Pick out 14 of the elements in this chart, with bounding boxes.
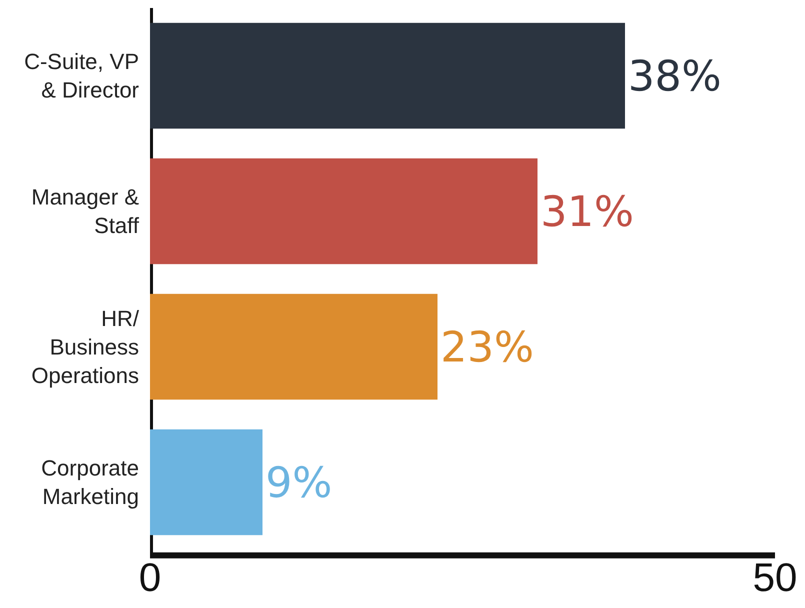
data-label: 23% bbox=[440, 322, 534, 372]
y-tick-label: HR/ Business Operations bbox=[31, 306, 140, 388]
bar bbox=[150, 294, 438, 400]
data-label: 38% bbox=[628, 51, 722, 100]
bar bbox=[150, 22, 625, 129]
data-label: 31% bbox=[540, 186, 634, 236]
data-label: 9% bbox=[266, 458, 332, 507]
bar bbox=[150, 429, 262, 536]
y-tick-label: C-Suite, VP & Director bbox=[24, 49, 139, 103]
y-tick-label: Manager & Staff bbox=[31, 184, 140, 238]
bar bbox=[150, 158, 538, 264]
x-tick-label: 0 bbox=[138, 556, 162, 600]
y-tick-label: Corporate Marketing bbox=[41, 456, 139, 510]
x-tick-label: 50 bbox=[752, 556, 798, 600]
